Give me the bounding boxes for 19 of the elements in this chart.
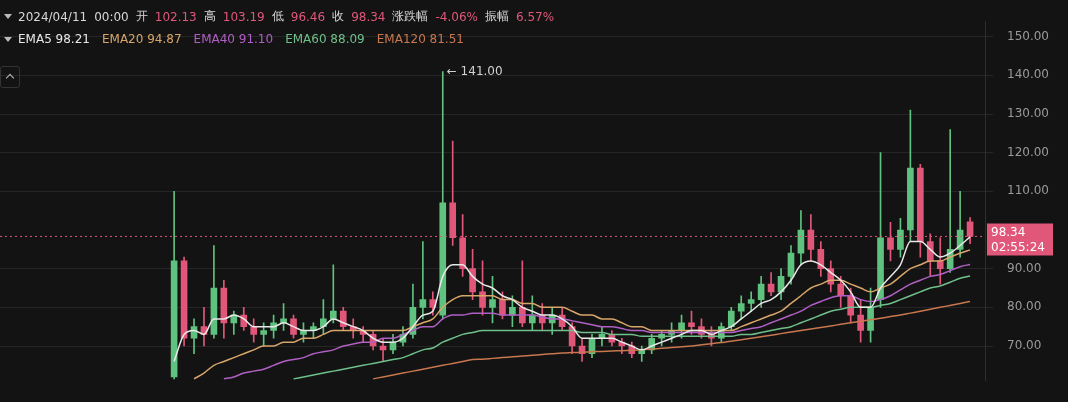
y-tick-label: 90.00 <box>1007 260 1042 275</box>
y-tick-label: 80.00 <box>1007 299 1042 314</box>
text: EMA60 88.09 <box>285 32 365 46</box>
text: EMA5 98.21 <box>18 32 90 46</box>
annotation: ← 141.00 <box>446 63 503 78</box>
ref-line-label: 98.34 <box>991 224 1026 239</box>
y-tick-label: 150.00 <box>1007 28 1049 43</box>
line-series <box>372 300 971 380</box>
y-tick-label: 140.00 <box>1007 67 1049 82</box>
text: 02:55:24 <box>991 239 1045 254</box>
y-tick-label: 120.00 <box>1007 144 1049 159</box>
y-tick-label: 110.00 <box>1007 183 1049 198</box>
y-tick-label: 70.00 <box>1007 338 1042 353</box>
text: EMA20 94.87 <box>101 32 182 46</box>
text: EMA120 81.51 <box>376 32 464 46</box>
chart-title: 2024/04/11 00:00 开 102.13 高 103.19 低 96.46 收 98.34 涨跌幅 -4.06% 振幅 6.57% <box>18 9 555 24</box>
text: EMA40 91.10 <box>193 32 274 46</box>
y-tick-label: 130.00 <box>1007 106 1049 121</box>
line-series <box>292 275 971 380</box>
